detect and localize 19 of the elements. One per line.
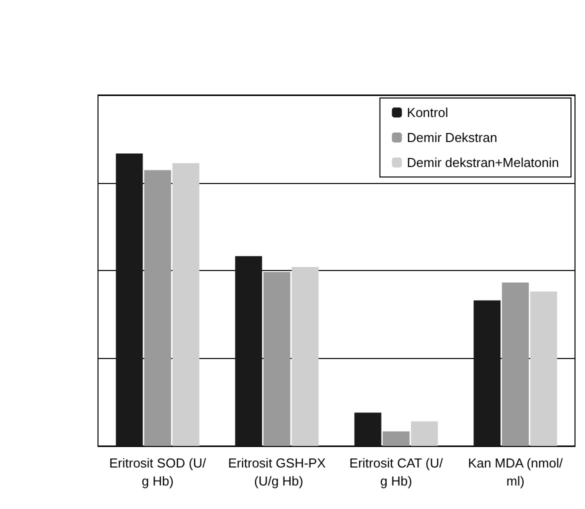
bar xyxy=(116,154,143,446)
bar xyxy=(172,163,200,446)
x-tick-label: Eritrosit GSH-PX (U/g Hb) xyxy=(228,456,326,488)
bar xyxy=(474,300,501,446)
legend-label: Demir Dekstran xyxy=(406,130,498,145)
legend-label: Demir dekstran+Melatonin xyxy=(406,155,560,170)
x-tick-label: Kan MDA (nmol/ml) xyxy=(468,456,564,488)
bar xyxy=(144,170,172,446)
bar xyxy=(382,431,410,446)
x-tick-label: Eritrosit CAT (U/g Hb) xyxy=(349,456,444,488)
bar xyxy=(354,412,382,446)
bar xyxy=(410,421,438,446)
bar xyxy=(292,266,319,446)
x-tick-label: Eritrosit SOD (U/g Hb) xyxy=(109,456,206,488)
bar xyxy=(235,256,262,446)
legend-label: Kontrol xyxy=(406,105,448,120)
bar xyxy=(530,292,558,446)
bar xyxy=(502,282,529,446)
bar xyxy=(263,272,290,446)
